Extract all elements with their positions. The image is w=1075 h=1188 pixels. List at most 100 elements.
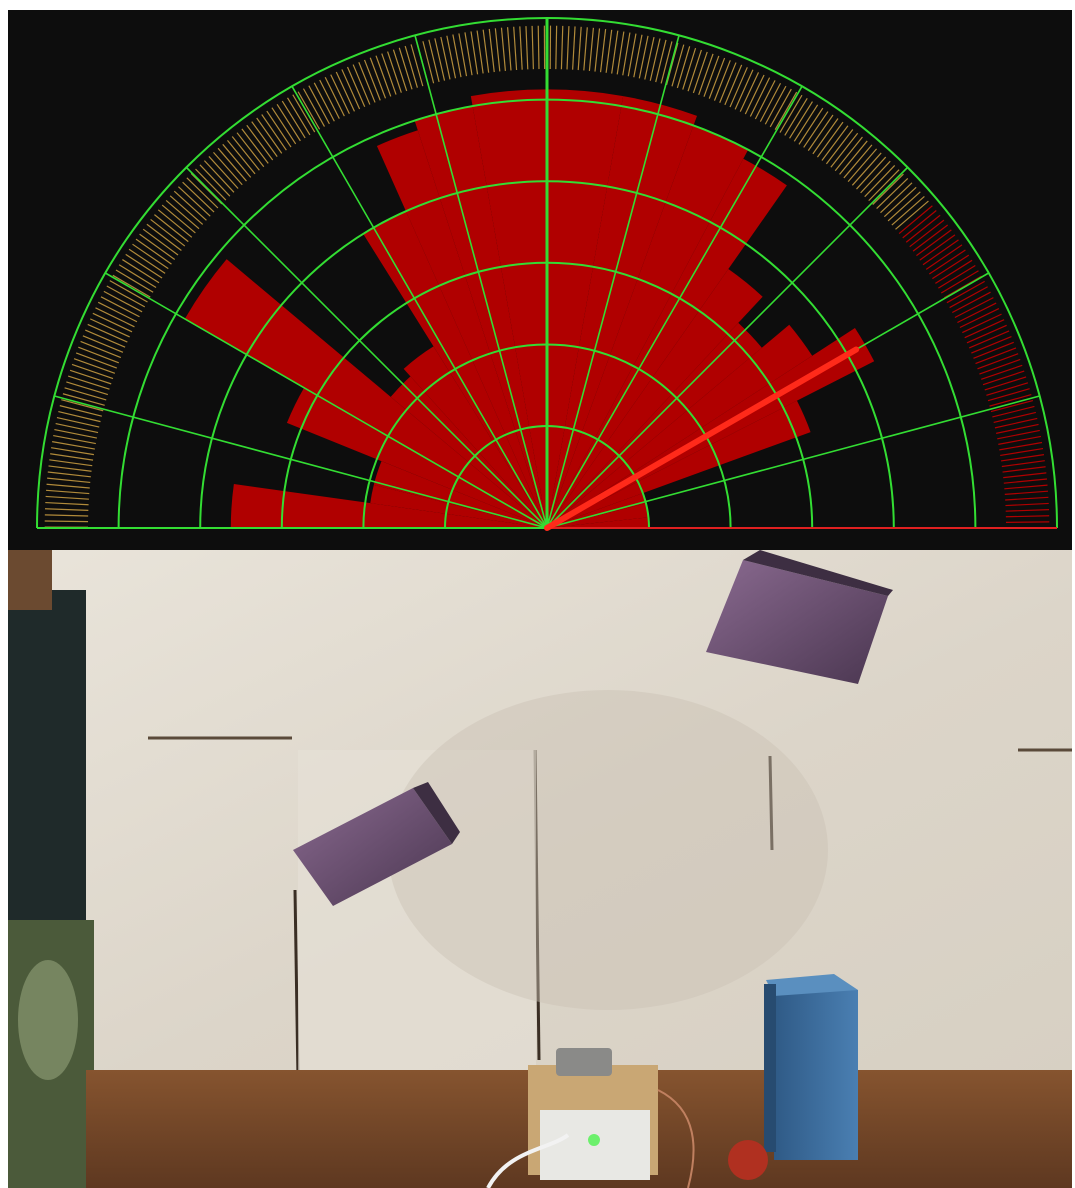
radar-spoke: [546, 166, 909, 529]
radar-echo-far: [231, 136, 260, 171]
radar-echo-far: [998, 435, 1042, 445]
radar-spoke: [546, 395, 1040, 529]
radar-echo-far: [994, 417, 1038, 429]
radar-grid: [36, 17, 1058, 529]
paper-seam: [768, 755, 774, 851]
radar-echo-far: [905, 214, 941, 243]
radar-echo-far: [161, 204, 196, 234]
radar-echo-far: [959, 308, 1000, 329]
radar-echo-far: [217, 147, 247, 182]
radar-echo-sector: [547, 322, 762, 528]
radar-echo-far: [46, 489, 90, 495]
radar-echo-far: [261, 114, 287, 151]
radar-echo-far: [611, 30, 619, 74]
radar-echo-far: [381, 53, 397, 95]
radar-echo-far: [622, 32, 631, 76]
photo-scene: [8, 550, 1072, 1188]
radar-echo-far: [319, 79, 340, 119]
radar-echo-far: [1003, 478, 1048, 484]
radar-echo-far: [64, 387, 107, 401]
radar-echo-far: [660, 41, 673, 84]
radar-echo-far: [330, 74, 350, 114]
radar-echo-far: [566, 26, 570, 70]
radar-echo-far: [525, 26, 529, 70]
radar-echo-far: [830, 132, 859, 168]
radar-echo-far: [825, 129, 854, 165]
radar-echo-far: [66, 381, 108, 396]
radar-echo-far: [199, 164, 231, 197]
radar-echo-far: [428, 39, 440, 83]
radar-echo-far: [44, 520, 89, 523]
radar-echo-far: [649, 38, 661, 81]
radar-echo-far: [971, 336, 1012, 354]
radar-echo-far: [236, 132, 265, 168]
radar-echo-far: [605, 29, 613, 73]
radar-echo-far: [75, 352, 117, 369]
radar-echo-far: [358, 62, 376, 103]
radar-echo-far: [1003, 472, 1047, 479]
radar-echo-sector: [547, 517, 649, 528]
radar-echo-far: [308, 85, 330, 125]
radar-echo-far: [754, 80, 776, 120]
radar-echo-far: [940, 270, 979, 294]
radar-echo-far: [50, 453, 94, 461]
radar-echo-far: [744, 74, 765, 115]
radar-echo-far: [251, 121, 278, 158]
radar-echo-far: [687, 49, 702, 92]
radar-echo-far: [928, 249, 966, 275]
radar-echo-far: [182, 181, 215, 213]
radar-echo-far: [165, 199, 200, 230]
radar-sweep-beam: [544, 346, 860, 531]
radar-echo-far: [488, 28, 495, 73]
radar-echo-far: [82, 335, 124, 353]
radar-echo-far: [999, 441, 1043, 451]
radar-echo-far: [422, 41, 435, 84]
radar-echo-far: [1002, 466, 1046, 473]
radar-echo-far: [812, 118, 839, 155]
radar-echo-far: [73, 358, 116, 374]
radar-echo-far: [847, 148, 878, 182]
radar-echo-far: [912, 224, 949, 252]
radar-echo-far: [957, 302, 997, 324]
radar-echo-far: [109, 280, 148, 303]
radar-echo-far: [938, 265, 976, 289]
radar-echo-far: [954, 297, 994, 319]
radar-echo-far: [58, 410, 101, 423]
radar-echo-far: [951, 291, 991, 314]
radar-echo-far: [588, 27, 594, 72]
radar-echo-sector: [547, 158, 787, 528]
radar-echo-far: [44, 508, 89, 511]
radar-echo-far: [44, 514, 89, 517]
radar-echo-far: [494, 28, 501, 72]
radar-echo-far: [62, 393, 105, 406]
radar-echo-far: [54, 428, 98, 439]
radar-echo-far: [52, 441, 95, 450]
radar-echo-far: [860, 160, 891, 194]
radar-echo-far: [410, 44, 424, 87]
radar-echo-far: [779, 94, 803, 133]
radar-echo-far: [594, 28, 601, 72]
radar-echo-far: [975, 347, 1017, 365]
wall: [8, 550, 1072, 1080]
radar-echo-far: [644, 37, 655, 80]
radar-echo-far: [993, 411, 1037, 423]
radar-echo-far: [106, 285, 146, 308]
radar-echo-far: [1004, 484, 1048, 490]
radar-echo-far: [208, 156, 239, 189]
radar-echo-far: [47, 477, 91, 484]
radar-echo-far: [1005, 515, 1050, 518]
radar-echo-far: [981, 364, 1023, 380]
radar-echo-far: [169, 195, 204, 225]
radar-echo-far: [125, 253, 163, 279]
radar-echo-far: [989, 394, 1032, 407]
radar-echo-far: [932, 254, 970, 280]
blue-box-top: [766, 974, 858, 996]
radar-echo-sector: [373, 461, 547, 528]
radar-echo-far: [839, 140, 868, 175]
radar-echo-far: [464, 32, 473, 76]
radar-echo-far: [335, 71, 356, 112]
radar-echo-far: [583, 27, 588, 71]
radar-echo-far: [132, 243, 169, 270]
radar-echo-far: [719, 62, 737, 103]
radar-echo-far: [555, 25, 558, 70]
